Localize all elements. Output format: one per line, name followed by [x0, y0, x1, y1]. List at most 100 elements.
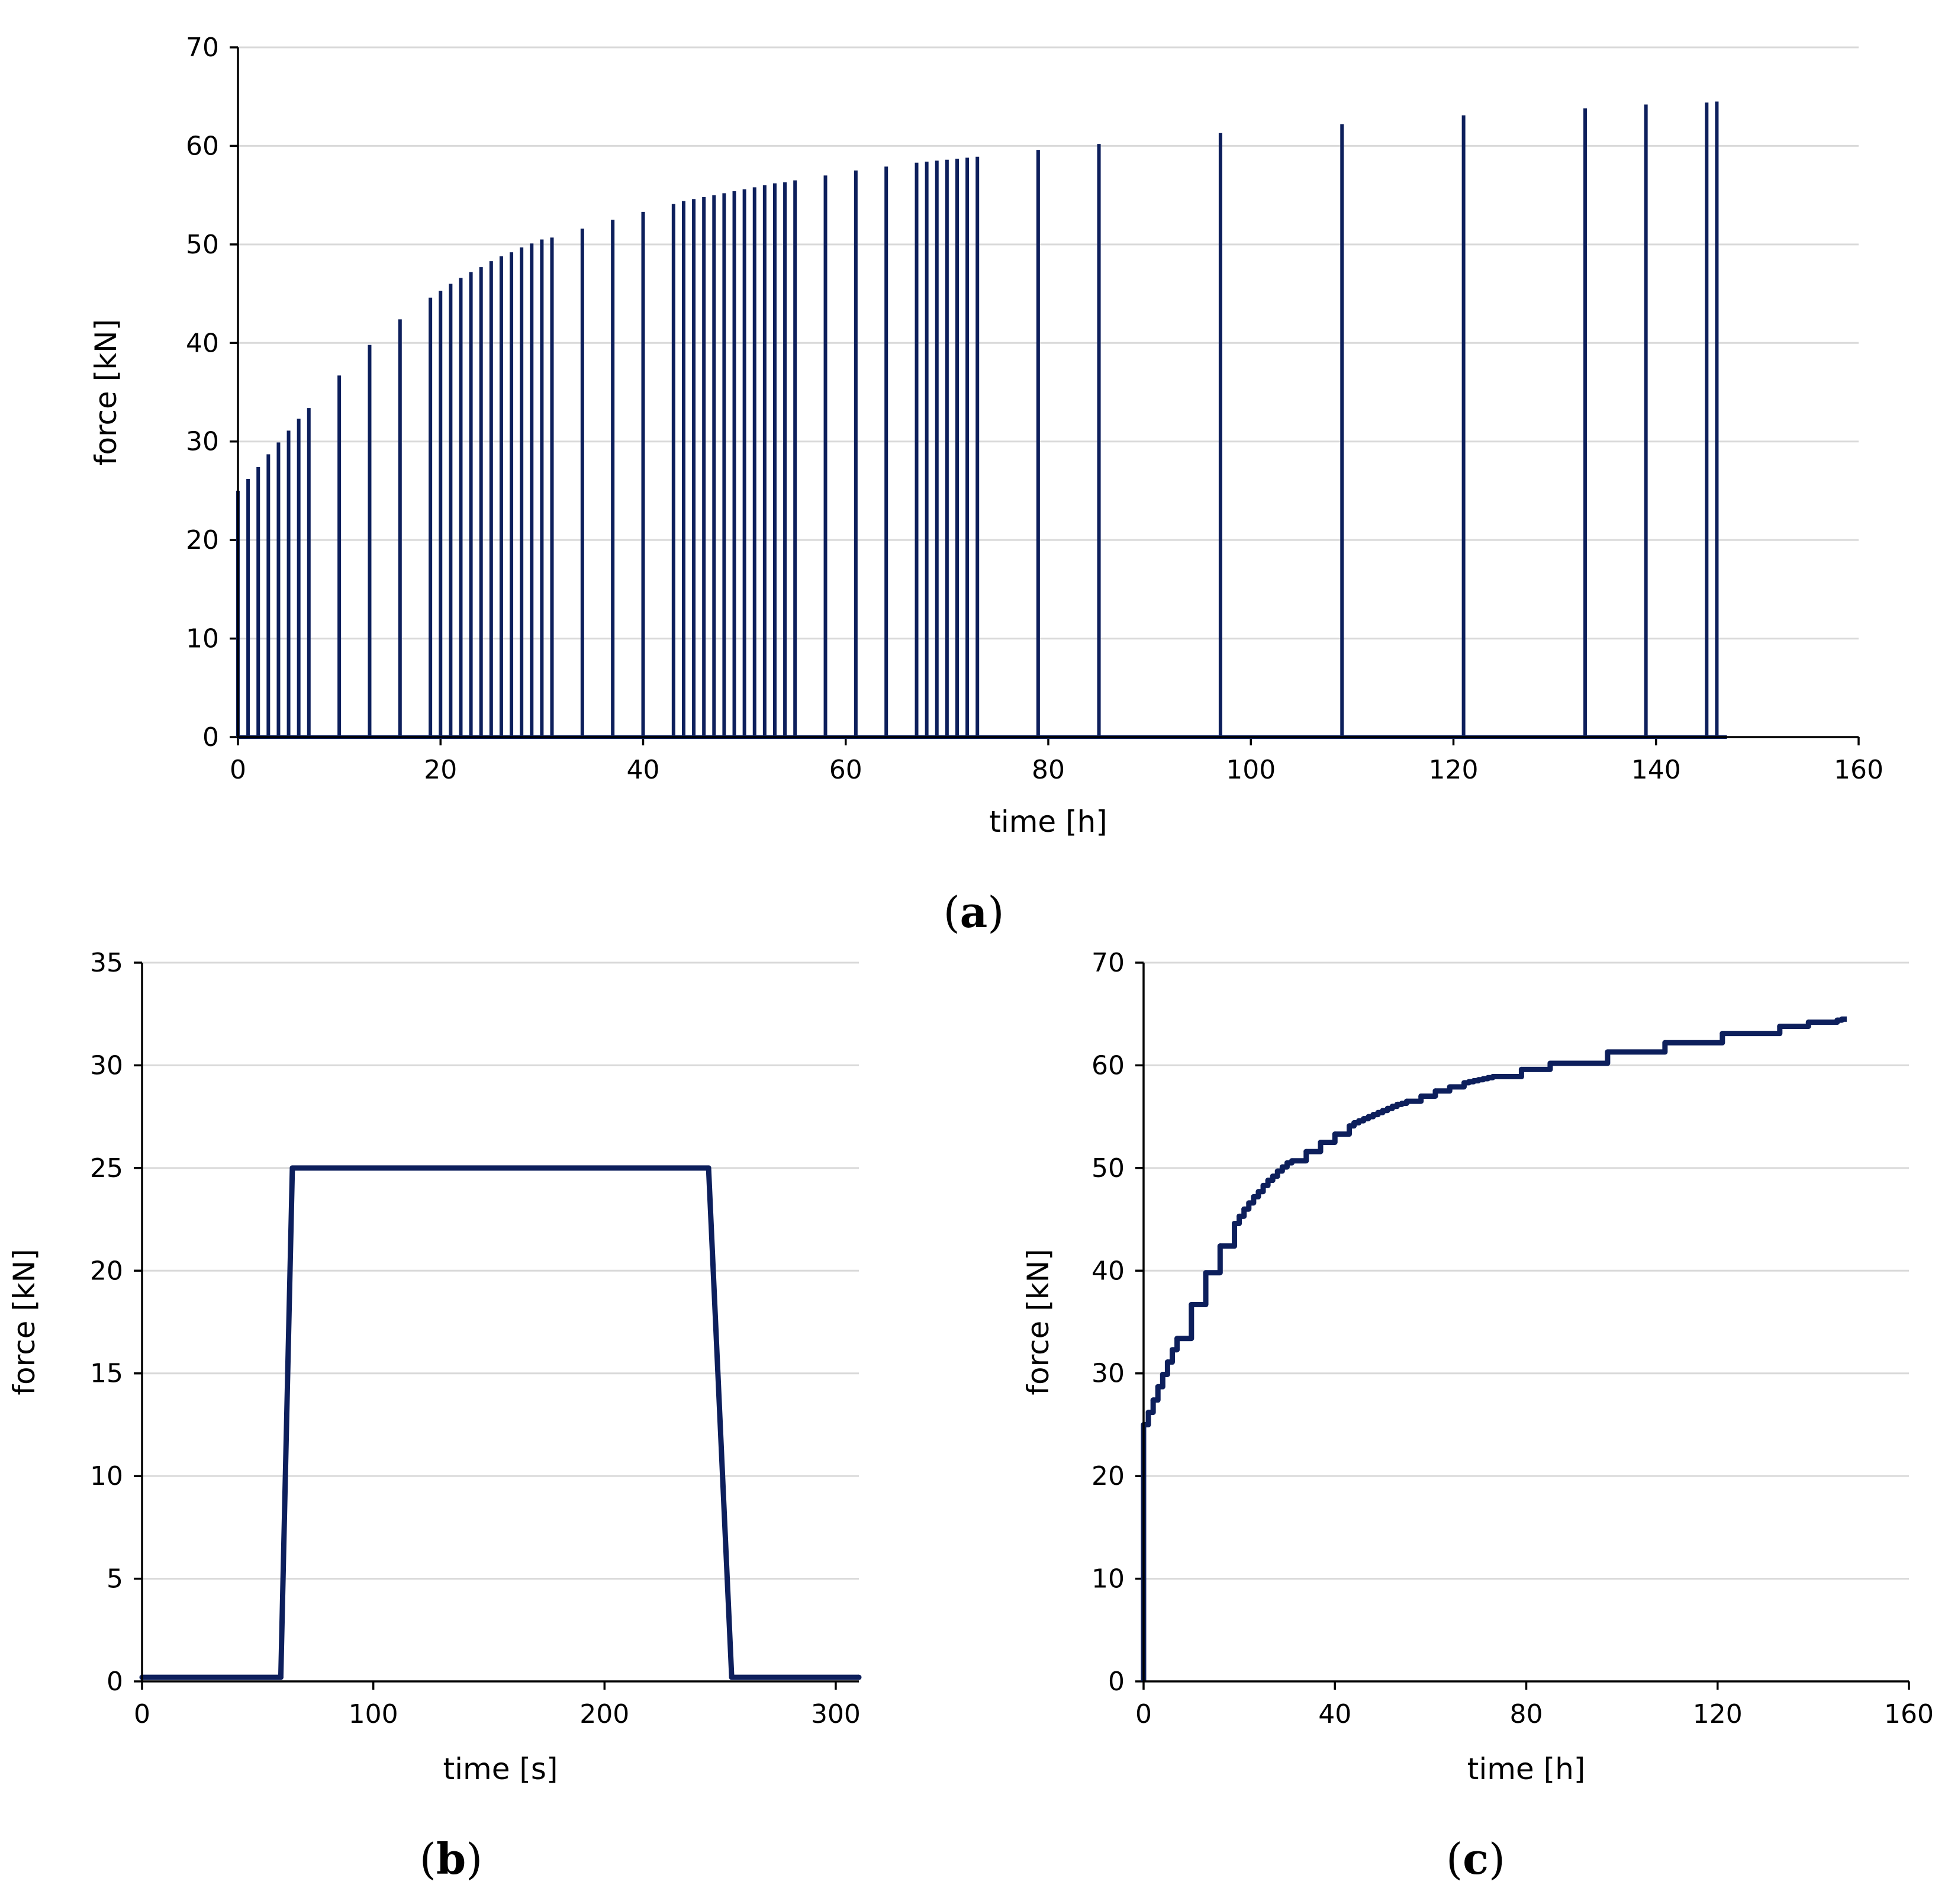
data-point [1318, 1140, 1324, 1145]
data-point [1834, 1017, 1840, 1023]
data-point [1150, 1397, 1156, 1403]
data-point [1399, 1101, 1405, 1107]
data-point [1389, 1104, 1395, 1109]
data-point [856, 1674, 862, 1680]
series-force [1141, 1016, 1847, 1681]
data-point [1547, 1060, 1553, 1066]
y-tick-label: 40 [1091, 1256, 1125, 1286]
y-tick-label: 0 [1108, 1667, 1125, 1697]
data-point [1662, 1040, 1668, 1046]
x-tick-label: 120 [1429, 755, 1479, 785]
data-point [1303, 1149, 1309, 1154]
y-tick-label: 50 [186, 230, 219, 260]
data-point [1777, 1024, 1783, 1030]
y-tick-label: 0 [107, 1667, 123, 1697]
data-point [1432, 1088, 1438, 1094]
data-point [1384, 1105, 1390, 1111]
x-tick-label: 140 [1631, 755, 1681, 785]
data-point [1447, 1084, 1453, 1090]
x-tick-label: 0 [1135, 1699, 1152, 1729]
y-tick-label: 60 [1091, 1050, 1125, 1080]
data-point [1332, 1131, 1338, 1137]
data-point [278, 1674, 284, 1680]
panel-label-b-letter: b [436, 1834, 466, 1884]
data-point [706, 1165, 711, 1171]
y-tick-label: 60 [186, 131, 219, 161]
y-tick-label: 20 [1091, 1461, 1125, 1491]
x-tick-label: 100 [1226, 755, 1276, 785]
data-point [1255, 1189, 1261, 1195]
data-point [1720, 1031, 1725, 1037]
data-point [1839, 1016, 1845, 1022]
data-point [1155, 1384, 1161, 1390]
y-tick-label: 15 [90, 1359, 123, 1389]
x-tick-label: 40 [1318, 1699, 1351, 1729]
data-point [1260, 1182, 1266, 1188]
data-point [1164, 1359, 1170, 1365]
data-point [1274, 1168, 1280, 1174]
data-point [1289, 1158, 1295, 1164]
data-point [1518, 1066, 1524, 1072]
data-point [1346, 1123, 1352, 1129]
data-point [1466, 1079, 1472, 1085]
y-axis-title: force [kN] [1021, 1249, 1055, 1395]
y-tick-label: 25 [90, 1153, 123, 1183]
data-point [1805, 1019, 1811, 1025]
y-tick-label: 30 [1091, 1359, 1125, 1389]
x-tick-label: 80 [1032, 755, 1065, 785]
data-point [729, 1674, 735, 1680]
data-point [1356, 1118, 1362, 1124]
chart-b: 0 5 10 15 20 25 30 35 0 100 200 300 time [s] force [k… [7, 948, 862, 1786]
data-point [1418, 1093, 1424, 1099]
data-point [1351, 1120, 1357, 1126]
y-tick-label: 10 [90, 1461, 123, 1491]
chart-c: 0 10 20 30 40 50 60 70 0 40 80 120 160 time [h] force … [1021, 948, 1934, 1786]
data-point [1279, 1164, 1285, 1170]
data-point [1480, 1076, 1486, 1082]
y-tick-label: 50 [1091, 1153, 1125, 1183]
data-point [1232, 1221, 1238, 1227]
data-point [1145, 1410, 1151, 1416]
data-point [1605, 1049, 1611, 1055]
x-tick-label: 160 [1834, 755, 1883, 785]
data-point [1490, 1074, 1496, 1080]
y-tick-label: 30 [186, 427, 219, 457]
panel-label-b: (b) [420, 1834, 483, 1884]
data-point [1174, 1336, 1180, 1342]
y-tick-label: 30 [90, 1050, 123, 1080]
y-tick-label: 20 [90, 1256, 123, 1286]
data-point [1265, 1178, 1271, 1183]
y-tick-label: 5 [107, 1564, 123, 1594]
data-point [1241, 1206, 1247, 1212]
y-tick-label: 70 [1091, 948, 1125, 978]
data-point [1375, 1109, 1381, 1115]
data-point [1169, 1347, 1175, 1353]
series-force [139, 1165, 862, 1680]
data-point [1189, 1302, 1194, 1308]
data-point [1380, 1108, 1386, 1114]
x-tick-label: 40 [627, 755, 660, 785]
x-tick-label: 160 [1884, 1699, 1934, 1729]
y-tick-label: 10 [186, 624, 219, 654]
data-line [142, 1165, 859, 1680]
data-point [1361, 1116, 1367, 1122]
panel-label-c: (c) [1446, 1834, 1505, 1884]
data-point [1476, 1077, 1482, 1083]
data-point [1203, 1270, 1209, 1276]
data-point [1366, 1114, 1371, 1120]
x-tick-label: 80 [1510, 1699, 1543, 1729]
data-point [1270, 1173, 1276, 1179]
series-force [236, 101, 1727, 739]
data-point [1461, 1080, 1467, 1086]
x-tick-label: 100 [349, 1699, 398, 1729]
y-tick-label: 35 [90, 948, 123, 978]
data-point [1251, 1194, 1257, 1199]
chart-a: 0 10 20 30 40 50 60 70 0 20 40 60 80 100 120 140 160 time… [89, 33, 1883, 839]
x-tick-label: 120 [1693, 1699, 1743, 1729]
panel-label-a-letter: a [960, 887, 988, 937]
x-tick-label: 0 [230, 755, 246, 785]
x-axis-title: time [h] [1467, 1752, 1586, 1786]
data-point [1394, 1101, 1400, 1107]
data-point [1471, 1078, 1477, 1083]
